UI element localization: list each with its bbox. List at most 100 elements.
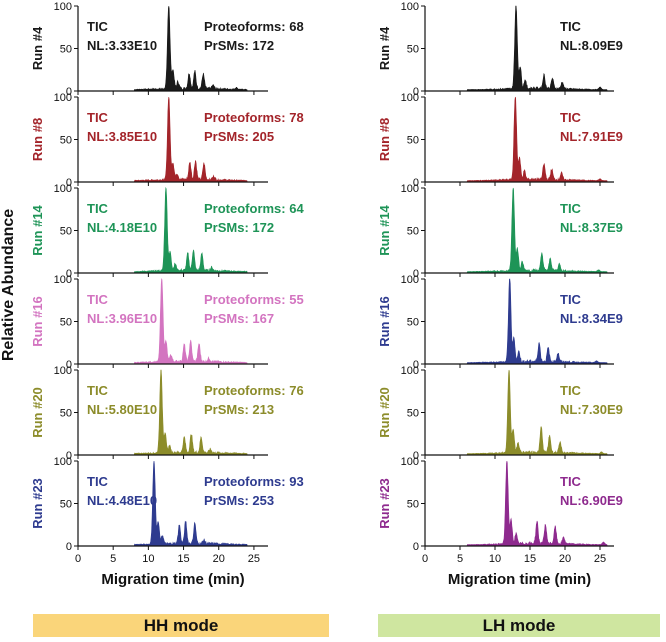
run-label: Run #20 bbox=[377, 387, 392, 438]
y-tick-label: 0 bbox=[66, 359, 72, 371]
y-tick-label: 0 bbox=[66, 450, 72, 462]
run-label: Run #23 bbox=[377, 478, 392, 529]
x-tick-label: 25 bbox=[248, 553, 260, 565]
run-label: Run #8 bbox=[30, 118, 45, 161]
run-plot-14: 0 50 100 Run #14 TIC NL:4.18E10 Proteoforms: 6… bbox=[30, 183, 304, 280]
y-tick-label: 100 bbox=[401, 92, 419, 104]
y-tick-label: 50 bbox=[407, 317, 419, 329]
y-tick-label: 100 bbox=[54, 183, 72, 195]
nl-label: NL:3.85E10 bbox=[87, 129, 157, 144]
nl-label: NL:8.09E9 bbox=[560, 38, 623, 53]
run-plot-14: 0 50 100 Run #14 TIC NL:8.37E9 bbox=[377, 183, 623, 280]
y-tick-label: 0 bbox=[66, 541, 72, 553]
y-tick-label: 50 bbox=[60, 226, 72, 238]
y-tick-label: 50 bbox=[60, 408, 72, 420]
y-tick-label: 0 bbox=[413, 450, 419, 462]
run-label: Run #4 bbox=[30, 26, 45, 70]
prsms-label: PrSMs: 172 bbox=[204, 38, 274, 53]
hh-mode-label: HH mode bbox=[143, 615, 219, 635]
tic-label: TIC bbox=[560, 292, 582, 307]
y-tick-label: 100 bbox=[401, 456, 419, 468]
y-tick-label: 100 bbox=[401, 274, 419, 286]
y-tick-label: 50 bbox=[407, 408, 419, 420]
run-plot-4: 0 50 100 Run #4 TIC NL:8.09E9 bbox=[377, 1, 623, 98]
nl-label: NL:7.91E9 bbox=[560, 129, 623, 144]
x-axis-title: Migration time (min) bbox=[448, 571, 591, 588]
y-tick-label: 50 bbox=[407, 135, 419, 147]
proteoforms-label: Proteoforms: 64 bbox=[204, 201, 304, 216]
x-tick-label: 0 bbox=[422, 553, 428, 565]
nl-label: NL:4.48E10 bbox=[87, 493, 157, 508]
run-label: Run #14 bbox=[377, 204, 392, 255]
tic-label: TIC bbox=[87, 201, 109, 216]
nl-label: NL:6.90E9 bbox=[560, 493, 623, 508]
nl-label: NL:3.96E10 bbox=[87, 311, 157, 326]
y-tick-label: 50 bbox=[407, 499, 419, 511]
run-plot-8: 0 50 100 Run #8 TIC NL:3.85E10 Proteoforms: 78… bbox=[30, 92, 304, 189]
prsms-label: PrSMs: 253 bbox=[204, 493, 274, 508]
x-axis-title: Migration time (min) bbox=[101, 571, 244, 588]
prsms-label: PrSMs: 213 bbox=[204, 402, 274, 417]
tic-label: TIC bbox=[87, 19, 109, 34]
run-label: Run #16 bbox=[30, 296, 45, 347]
tic-label: TIC bbox=[560, 19, 582, 34]
y-tick-label: 50 bbox=[407, 44, 419, 56]
x-tick-label: 10 bbox=[142, 553, 154, 565]
y-tick-label: 0 bbox=[66, 268, 72, 280]
x-tick-label: 10 bbox=[489, 553, 501, 565]
lh-mode-banner: LH mode bbox=[378, 614, 660, 637]
run-plot-8: 0 50 100 Run #8 TIC NL:7.91E9 bbox=[377, 92, 623, 189]
tic-label: TIC bbox=[87, 292, 109, 307]
prsms-label: PrSMs: 172 bbox=[204, 220, 274, 235]
tic-label: TIC bbox=[560, 201, 582, 216]
tic-label: TIC bbox=[87, 110, 109, 125]
y-tick-label: 100 bbox=[401, 1, 419, 13]
y-tick-label: 0 bbox=[413, 541, 419, 553]
y-tick-label: 0 bbox=[66, 86, 72, 98]
y-tick-label: 50 bbox=[60, 499, 72, 511]
y-tick-label: 100 bbox=[54, 1, 72, 13]
x-tick-label: 0 bbox=[75, 553, 81, 565]
run-label: Run #8 bbox=[377, 118, 392, 161]
y-tick-label: 100 bbox=[54, 92, 72, 104]
relative-abundance-label: Relative Abundance bbox=[0, 209, 17, 361]
y-tick-label: 50 bbox=[60, 135, 72, 147]
run-label: Run #14 bbox=[30, 204, 45, 255]
proteoforms-label: Proteoforms: 93 bbox=[204, 474, 304, 489]
run-plot-20: 0 50 100 Run #20 TIC NL:5.80E10 Proteoforms: 7… bbox=[30, 365, 304, 462]
proteoforms-label: Proteoforms: 78 bbox=[204, 110, 304, 125]
y-tick-label: 100 bbox=[54, 274, 72, 286]
x-tick-label: 5 bbox=[110, 553, 116, 565]
lh-mode-label: LH mode bbox=[482, 615, 556, 635]
tic-label: TIC bbox=[87, 383, 109, 398]
run-plot-16: 0 50 100 Run #16 TIC NL:8.34E9 bbox=[377, 274, 623, 371]
run-plot-20: 0 50 100 Run #20 TIC NL:7.30E9 bbox=[377, 365, 623, 462]
y-tick-label: 50 bbox=[407, 226, 419, 238]
run-plot-23: 0 50 100 0 5 10 15 20 25 Run #23 TIC NL:6.90E9 bbox=[377, 456, 623, 565]
run-plot-16: 0 50 100 Run #16 TIC NL:3.96E10 Proteoforms: 5… bbox=[30, 274, 304, 371]
x-tick-label: 20 bbox=[559, 553, 571, 565]
x-tick-label: 20 bbox=[213, 553, 225, 565]
run-label: Run #16 bbox=[377, 296, 392, 347]
prsms-label: PrSMs: 205 bbox=[204, 129, 274, 144]
run-plot-23: 0 50 100 0 5 10 15 20 25 Run #23 TIC NL:4.48E10 Prot… bbox=[30, 456, 304, 565]
y-tick-label: 100 bbox=[54, 456, 72, 468]
nl-label: NL:7.30E9 bbox=[560, 402, 623, 417]
tic-label: TIC bbox=[87, 474, 109, 489]
y-tick-label: 0 bbox=[413, 359, 419, 371]
y-tick-label: 0 bbox=[66, 177, 72, 189]
run-label: Run #20 bbox=[30, 387, 45, 438]
x-tick-label: 25 bbox=[594, 553, 606, 565]
y-tick-label: 0 bbox=[413, 177, 419, 189]
run-label: Run #23 bbox=[30, 478, 45, 529]
tic-label: TIC bbox=[560, 474, 582, 489]
nl-label: NL:3.33E10 bbox=[87, 38, 157, 53]
run-label: Run #4 bbox=[377, 26, 392, 70]
proteoforms-label: Proteoforms: 55 bbox=[204, 292, 304, 307]
nl-label: NL:5.80E10 bbox=[87, 402, 157, 417]
y-tick-label: 100 bbox=[401, 183, 419, 195]
